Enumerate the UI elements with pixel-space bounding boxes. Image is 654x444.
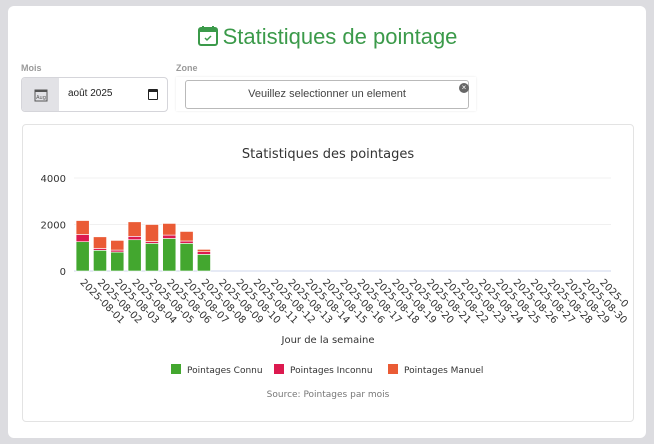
legend-swatch bbox=[171, 364, 181, 374]
bar-pointages-manuel bbox=[145, 224, 159, 242]
bar-pointages-connu bbox=[179, 243, 194, 272]
zone-label: Zone bbox=[176, 63, 198, 73]
bar-pointages-manuel bbox=[127, 221, 142, 237]
month-label: Mois bbox=[21, 63, 42, 73]
legend-swatch bbox=[274, 364, 284, 374]
bar-pointages-inconnu bbox=[197, 251, 211, 255]
zone-select-wrapper: Veuillez selectionner un element × bbox=[176, 77, 476, 111]
bar-pointages-manuel bbox=[197, 249, 211, 253]
bar-pointages-connu bbox=[93, 250, 107, 272]
month-input[interactable]: août 2025 bbox=[68, 88, 113, 99]
bar-pointages-manuel bbox=[179, 231, 194, 242]
bar-pointages-inconnu bbox=[162, 234, 177, 239]
x-axis-title: Jour de la semaine bbox=[281, 335, 375, 346]
legend-item: Pointages Connu bbox=[187, 366, 263, 376]
page-title: Statistiques de pointage bbox=[0, 24, 654, 50]
chart-card: Statistiques des pointages 0 2000 4000 2025-… bbox=[22, 124, 634, 422]
svg-text:Aug: Aug bbox=[36, 95, 46, 101]
bar-pointages-manuel bbox=[162, 223, 177, 236]
chart-caption: Source: Pointages par mois bbox=[267, 390, 390, 400]
bar-pointages-connu bbox=[127, 239, 142, 272]
bar-pointages-inconnu bbox=[179, 240, 194, 244]
chart-title: Statistiques des pointages bbox=[242, 147, 414, 162]
bar-pointages-connu bbox=[162, 238, 177, 272]
legend-item: Pointages Inconnu bbox=[290, 366, 373, 376]
bar-pointages-connu bbox=[75, 241, 90, 272]
bar-pointages-manuel bbox=[110, 240, 125, 251]
y-tick-label: 4000 bbox=[41, 174, 66, 185]
bar-pointages-manuel bbox=[75, 220, 90, 235]
calendar-month-icon: Aug bbox=[22, 78, 59, 111]
bar-pointages-manuel bbox=[93, 236, 107, 249]
month-picker[interactable]: Aug août 2025 bbox=[21, 77, 168, 112]
bar-pointages-inconnu bbox=[127, 236, 142, 241]
y-tick-label: 0 bbox=[60, 267, 66, 278]
bar-pointages-connu bbox=[110, 251, 125, 272]
page-title-text: Statistiques de pointage bbox=[222, 24, 458, 49]
bar-pointages-inconnu bbox=[75, 234, 90, 243]
clear-icon[interactable]: × bbox=[459, 83, 469, 93]
calendar-check-icon bbox=[197, 26, 218, 46]
bar-pointages-connu bbox=[145, 243, 159, 272]
y-tick-label: 2000 bbox=[41, 221, 66, 232]
legend-swatch bbox=[388, 364, 398, 374]
legend-item: Pointages Manuel bbox=[404, 366, 483, 376]
calendar-picker-icon[interactable] bbox=[148, 89, 158, 100]
stacked-bar-chart: Statistiques des pointages0200040002025-… bbox=[41, 147, 630, 400]
bar-pointages-connu bbox=[197, 254, 211, 272]
zone-select[interactable]: Veuillez selectionner un element bbox=[185, 80, 469, 109]
